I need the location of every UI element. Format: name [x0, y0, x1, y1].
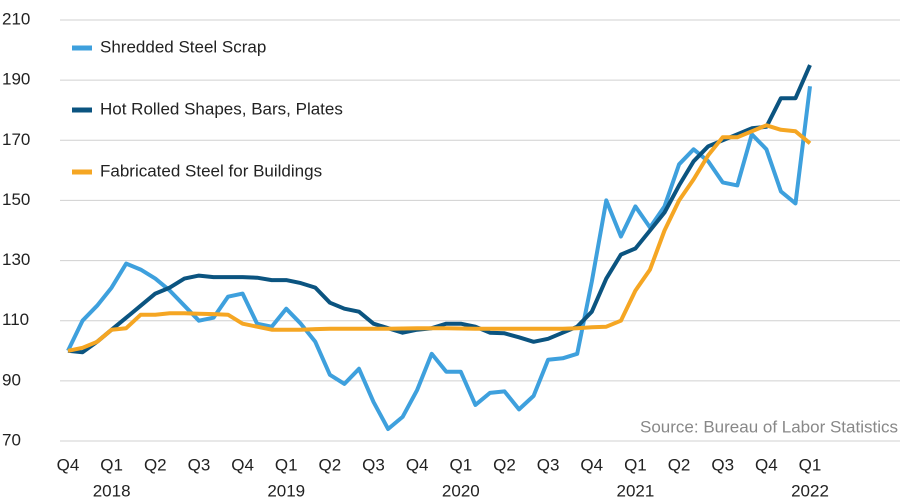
y-tick-label: 130: [2, 250, 30, 269]
legend-label: Shredded Steel Scrap: [100, 37, 266, 56]
x-tick-label: Q2: [319, 455, 342, 474]
x-tick-label: Q4: [231, 455, 254, 474]
y-tick-label: 210: [2, 9, 30, 28]
series-line: [67, 123, 812, 353]
x-year-label: 2021: [616, 481, 654, 500]
x-tick-label: Q4: [580, 455, 603, 474]
x-tick-label: Q2: [668, 455, 691, 474]
series-line: [66, 85, 812, 431]
legend-label: Hot Rolled Shapes, Bars, Plates: [100, 99, 343, 118]
x-year-label: 2019: [267, 481, 305, 500]
y-tick-label: 90: [2, 370, 21, 389]
source-note: Source: Bureau of Labor Statistics: [640, 417, 898, 436]
y-tick-label: 70: [2, 430, 21, 449]
x-tick-label: Q1: [100, 455, 123, 474]
x-tick-label: Q3: [537, 455, 560, 474]
x-tick-label: Q3: [188, 455, 211, 474]
x-tick-label: Q4: [57, 455, 80, 474]
y-tick-label: 110: [2, 310, 29, 329]
x-tick-label: Q2: [493, 455, 516, 474]
x-tick-label: Q1: [275, 455, 298, 474]
x-tick-label: Q3: [711, 455, 734, 474]
x-tick-label: Q3: [362, 455, 385, 474]
x-year-label: 2018: [93, 481, 131, 500]
y-tick-label: 190: [2, 70, 30, 89]
y-tick-label: 170: [2, 130, 30, 149]
x-year-label: 2022: [791, 481, 829, 500]
x-tick-label: Q2: [144, 455, 167, 474]
x-tick-label: Q1: [449, 455, 472, 474]
x-tick-label: Q1: [624, 455, 647, 474]
x-tick-label: Q1: [799, 455, 822, 474]
x-tick-label: Q4: [406, 455, 429, 474]
series-line: [67, 64, 812, 355]
y-tick-label: 150: [2, 190, 30, 209]
x-tick-label: Q4: [755, 455, 778, 474]
x-year-label: 2020: [442, 481, 480, 500]
legend-label: Fabricated Steel for Buildings: [100, 161, 322, 180]
